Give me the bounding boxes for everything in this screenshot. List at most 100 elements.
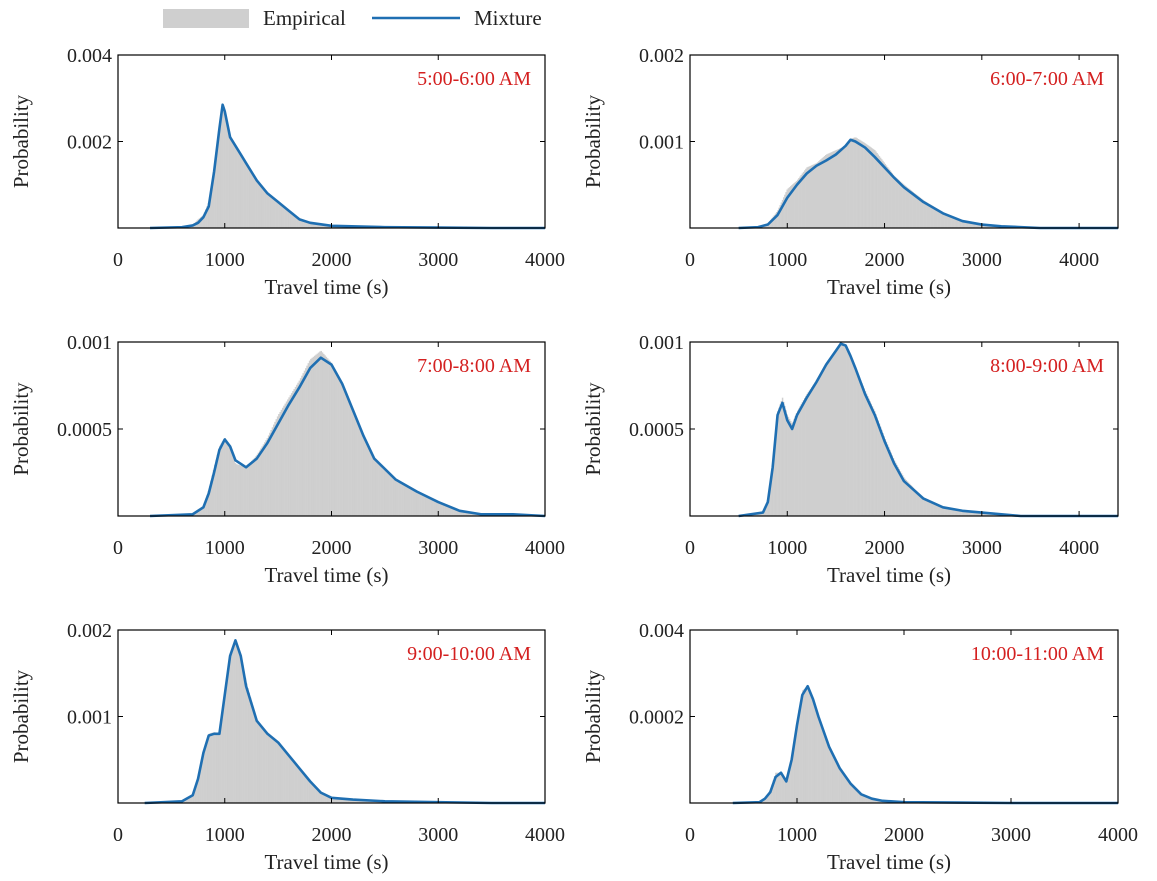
empirical-bar xyxy=(266,733,268,803)
empirical-bar xyxy=(829,357,832,516)
empirical-bar xyxy=(275,200,278,228)
empirical-bar xyxy=(255,178,257,228)
empirical-bar xyxy=(237,149,239,228)
empirical-bar xyxy=(883,436,885,516)
empirical-bar xyxy=(242,466,244,516)
empirical-bar xyxy=(825,154,827,228)
empirical-bar xyxy=(203,212,206,228)
empirical-bar xyxy=(310,222,312,228)
empirical-bar xyxy=(189,796,192,803)
empirical-bar xyxy=(885,441,888,516)
empirical-bar xyxy=(211,475,214,516)
empirical-bar xyxy=(439,502,442,516)
empirical-bar xyxy=(285,208,288,228)
empirical-bar xyxy=(885,165,888,228)
empirical-bar xyxy=(763,799,766,803)
empirical-bar xyxy=(865,144,868,228)
empirical-bar xyxy=(766,500,769,516)
empirical-bar xyxy=(315,787,317,803)
empirical-bar xyxy=(326,225,329,228)
empirical-bar xyxy=(207,491,210,516)
mixture-line xyxy=(738,342,1118,518)
empirical-bar xyxy=(797,179,799,228)
empirical-bar xyxy=(907,482,910,516)
x-tick-label: 2000 xyxy=(312,249,352,271)
empirical-bar xyxy=(194,786,197,803)
empirical-bar xyxy=(226,673,229,803)
empirical-bar xyxy=(251,702,253,803)
empirical-bar xyxy=(823,366,826,516)
empirical-bar xyxy=(847,779,849,803)
empirical-bar xyxy=(872,408,875,516)
empirical-bar xyxy=(298,219,301,228)
empirical-bar xyxy=(239,465,242,516)
empirical-bar xyxy=(253,711,256,803)
empirical-bar xyxy=(857,791,859,803)
empirical-bar xyxy=(261,727,263,803)
empirical-bar xyxy=(861,383,863,516)
empirical-bar xyxy=(858,377,861,516)
empirical-bar xyxy=(806,393,808,516)
empirical-bar xyxy=(942,212,945,228)
empirical-bar xyxy=(306,365,308,516)
empirical-bar xyxy=(989,225,992,228)
empirical-bar xyxy=(210,480,212,516)
empirical-bar xyxy=(317,789,320,803)
empirical-bar xyxy=(211,179,214,228)
empirical-bar xyxy=(820,723,822,803)
empirical-bar xyxy=(248,168,251,228)
empirical-bar xyxy=(252,706,254,803)
empirical-bar xyxy=(318,791,321,803)
empirical-bar xyxy=(233,644,235,803)
empirical-bar xyxy=(328,359,330,516)
mixture-line xyxy=(149,356,546,518)
empirical-bar xyxy=(332,797,335,803)
empirical-bar xyxy=(222,700,225,803)
empirical-bar xyxy=(892,458,895,516)
empirical-bar xyxy=(893,176,896,228)
empirical-bar xyxy=(343,798,345,803)
empirical-bar xyxy=(984,224,987,228)
empirical-bar xyxy=(984,512,987,516)
empirical-bar xyxy=(403,485,406,516)
empirical-bar xyxy=(903,184,905,228)
empirical-bar xyxy=(204,744,207,803)
chart-panel-2: 0 1000 2000 3000 4000 0.001 0.002 Travel time (… xyxy=(581,45,1119,299)
empirical-bar xyxy=(771,469,773,516)
empirical-bar xyxy=(380,467,383,516)
empirical-bar xyxy=(926,500,929,516)
empirical-bar xyxy=(842,146,844,228)
empirical-bar xyxy=(361,434,363,516)
empirical-bar xyxy=(256,454,258,516)
empirical-bar xyxy=(255,456,257,516)
empirical-bar xyxy=(954,217,957,228)
empirical-bar xyxy=(454,509,457,516)
empirical-bar xyxy=(292,391,294,516)
empirical-bar xyxy=(406,486,408,516)
empirical-bar xyxy=(874,411,876,516)
empirical-bar xyxy=(233,143,235,228)
empirical-bar xyxy=(886,444,889,516)
empirical-bar xyxy=(826,362,828,516)
empirical-bar xyxy=(345,799,348,803)
empirical-bar xyxy=(310,358,312,516)
empirical-bar xyxy=(284,207,287,228)
panel-title: 10:00-11:00 AM xyxy=(971,643,1104,665)
empirical-bar xyxy=(344,393,347,516)
empirical-bar xyxy=(855,137,857,228)
empirical-bar xyxy=(329,796,331,803)
empirical-bar xyxy=(935,504,938,516)
empirical-bar xyxy=(939,210,941,228)
empirical-bar xyxy=(457,510,460,516)
empirical-bar xyxy=(429,498,431,516)
empirical-bar xyxy=(923,498,925,516)
empirical-bar xyxy=(802,171,805,228)
empirical-bar xyxy=(288,755,290,803)
empirical-bar xyxy=(986,512,988,516)
x-tick-label: 1000 xyxy=(205,249,245,271)
y-tick-label: 0.004 xyxy=(67,45,112,67)
empirical-bar xyxy=(404,486,407,516)
empirical-bar xyxy=(778,207,780,228)
empirical-bar xyxy=(324,355,326,516)
empirical-bar xyxy=(278,414,280,516)
